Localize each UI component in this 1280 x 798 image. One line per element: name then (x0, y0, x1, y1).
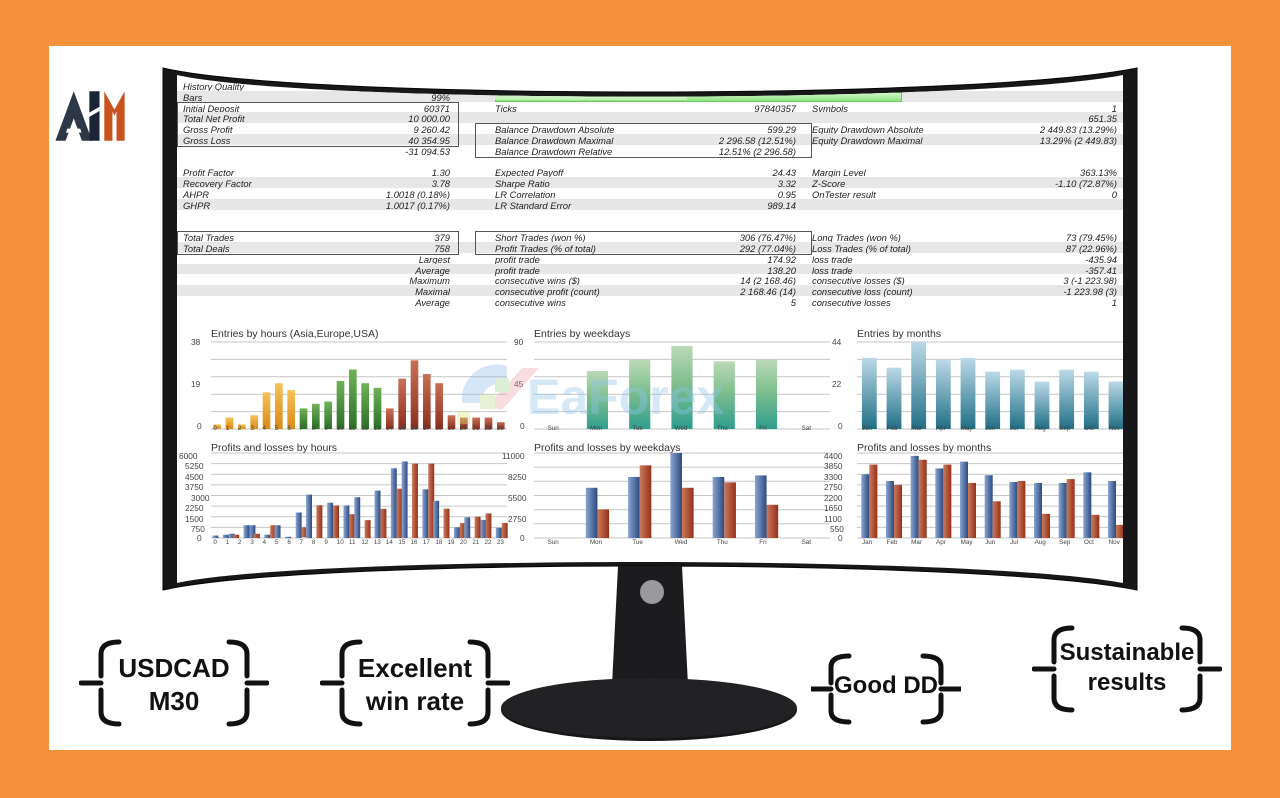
svg-text:EaForex: EaForex (527, 369, 725, 425)
